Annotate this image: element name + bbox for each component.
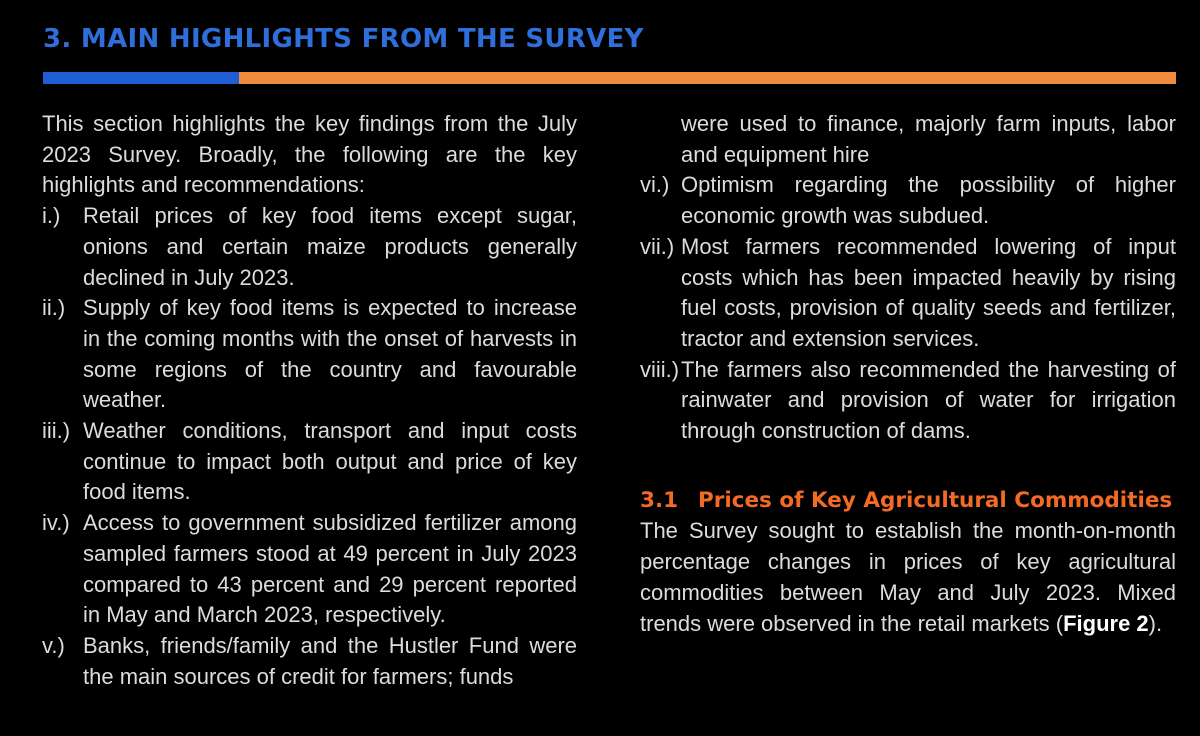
highlight-number: i.) bbox=[42, 203, 61, 229]
highlight-number: v.) bbox=[42, 632, 65, 658]
section-number: 3.1 bbox=[640, 487, 679, 513]
title-rule-blue bbox=[43, 72, 239, 84]
figure-reference: Figure 2 bbox=[1063, 610, 1149, 636]
title-rule-orange bbox=[239, 72, 1176, 84]
highlight-number: vi.) bbox=[640, 172, 670, 198]
section-text-end: ). bbox=[1148, 610, 1163, 636]
highlight-item-iii: iii.) Weather conditions, transport and … bbox=[42, 416, 577, 508]
highlight-item-viii: viii.) The farmers also recommended the … bbox=[640, 355, 1176, 447]
highlight-text: Banks, friends/family and the Hustler Fu… bbox=[83, 632, 577, 689]
highlight-number: ii.) bbox=[42, 295, 66, 321]
highlight-text: Supply of key food items is expected to … bbox=[83, 295, 577, 413]
highlight-item-v: v.) Banks, friends/family and the Hustle… bbox=[42, 631, 577, 692]
left-column: This section highlights the key findings… bbox=[42, 109, 577, 692]
highlight-text: Access to government subsidized fertiliz… bbox=[83, 510, 577, 628]
page-title: 3. MAIN HIGHLIGHTS FROM THE SURVEY bbox=[43, 24, 644, 54]
highlight-item-vii: vii.) Most farmers recommended lowering … bbox=[640, 232, 1176, 355]
highlight-number: vii.) bbox=[640, 233, 675, 259]
highlight-text: Retail prices of key food items except s… bbox=[83, 203, 577, 290]
highlight-item-v-continuation: were used to finance, majorly farm input… bbox=[681, 111, 1176, 167]
highlight-item-ii: ii.) Supply of key food items is expecte… bbox=[42, 293, 577, 416]
section-text: The Survey sought to establish the month… bbox=[640, 518, 1176, 636]
highlight-item-i: i.) Retail prices of key food items exce… bbox=[42, 201, 577, 293]
intro-paragraph: This section highlights the key findings… bbox=[42, 111, 577, 198]
highlight-number: iii.) bbox=[42, 418, 71, 444]
highlight-text: Optimism regarding the possibility of hi… bbox=[681, 172, 1176, 229]
right-column: were used to finance, majorly farm input… bbox=[640, 109, 1176, 639]
section-heading: 3.1 Prices of Key Agricultural Commoditi… bbox=[640, 486, 1176, 517]
highlight-item-iv: iv.) Access to government subsidized fer… bbox=[42, 508, 577, 631]
highlight-item-vi: vi.) Optimism regarding the possibility … bbox=[640, 170, 1176, 231]
highlight-text: Most farmers recommended lowering of inp… bbox=[681, 233, 1176, 351]
highlight-number: viii.) bbox=[640, 356, 680, 382]
highlight-text: The farmers also recommended the harvest… bbox=[681, 356, 1176, 444]
section-title: Prices of Key Agricultural Commodities bbox=[698, 487, 1173, 513]
highlight-number: iv.) bbox=[42, 510, 70, 536]
section-paragraph: The Survey sought to establish the month… bbox=[640, 516, 1176, 639]
highlight-text: Weather conditions, transport and input … bbox=[83, 418, 577, 505]
